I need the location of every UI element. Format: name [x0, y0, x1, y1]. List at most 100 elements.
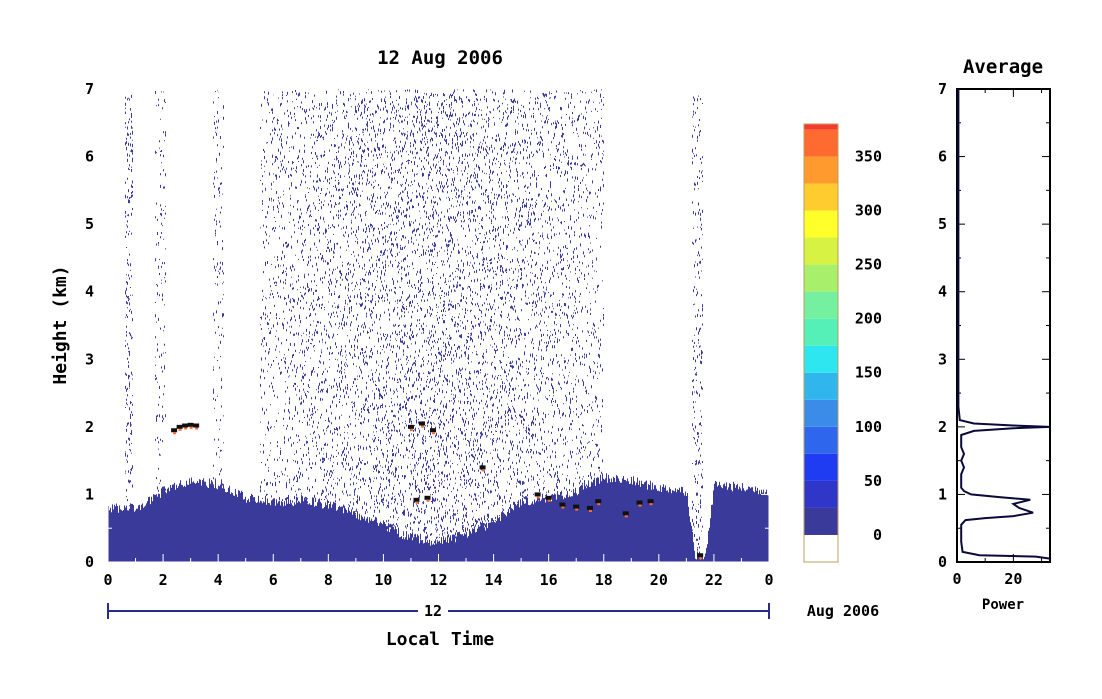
average-y-tick-label: 0	[938, 553, 947, 571]
colorbar-tick-label: 300	[855, 202, 882, 220]
strong-echo-core-16	[597, 503, 601, 506]
strong-echo-20	[697, 553, 704, 558]
date-bar-day: 12	[424, 602, 442, 620]
strong-echo-core-18	[638, 504, 642, 507]
colorbar-swatch-1	[804, 507, 838, 535]
main-x-tick-labels: 0 2 4 6 8 10 12 14 16 18 20 22 0	[103, 571, 773, 589]
main-x-axis-label: Local Time	[386, 629, 495, 650]
colorbar-swatch-13	[804, 183, 838, 211]
average-y-tick-label: 1	[938, 485, 947, 503]
main-x-tick-label: 2	[159, 571, 168, 589]
main-x-tick-label: 16	[540, 571, 558, 589]
colorbar-tick-label: 50	[864, 472, 882, 490]
colorbar-swatch-7	[804, 345, 838, 373]
strong-echo-10	[479, 465, 486, 470]
main-x-tick-label: 10	[374, 571, 392, 589]
main-chart-title: 12 Aug 2006	[377, 47, 503, 69]
main-y-tick-label: 4	[85, 283, 94, 301]
average-profile-panel: Average 0 20 0 1 2 3 4 5 6 7 Power	[938, 56, 1051, 613]
colorbar-swatch-10	[804, 264, 838, 292]
strong-echo-core-12	[547, 499, 551, 502]
strong-echo-5	[407, 424, 414, 429]
strong-echo-core-17	[624, 515, 628, 518]
colorbar-swatch-0	[804, 534, 838, 562]
strong-echo-16	[595, 499, 602, 504]
strong-echo-core-1	[178, 428, 182, 431]
strong-echo-core-8	[415, 501, 419, 504]
strong-echo-19	[647, 499, 654, 504]
main-y-tick-label: 6	[85, 148, 94, 166]
strong-echo-13	[559, 502, 566, 507]
strong-echo-core-0	[173, 432, 177, 435]
strong-echo-17	[622, 511, 629, 516]
main-x-tick-label: 20	[650, 571, 668, 589]
main-y-tick-label: 5	[85, 215, 94, 233]
average-y-tick-labels: 0 1 2 3 4 5 6 7	[938, 80, 947, 571]
colorbar-swatch-11	[804, 237, 838, 265]
strong-echo-14	[573, 504, 580, 509]
strong-echo-2	[182, 423, 189, 428]
strong-echo-core-2	[184, 427, 188, 430]
average-y-tick-label: 6	[938, 148, 947, 166]
average-y-tick-label: 3	[938, 350, 947, 368]
colorbar-swatch-14	[804, 156, 838, 184]
main-x-tick-label: 6	[269, 571, 278, 589]
main-x-tick-label: 8	[324, 571, 333, 589]
strong-echo-18	[636, 500, 643, 505]
colorbar-swatch-2	[804, 480, 838, 508]
strong-echo-core-10	[481, 469, 485, 472]
colorbar-swatch-8	[804, 318, 838, 346]
strong-echo-15	[586, 505, 593, 510]
main-x-tick-label: 22	[705, 571, 723, 589]
colorbar-swatch-3	[804, 453, 838, 481]
colorbar-swatches	[804, 124, 838, 562]
colorbar-swatch-15	[804, 129, 838, 157]
strong-echo-11	[534, 492, 541, 497]
strong-echo-core-15	[588, 509, 592, 512]
main-y-tick-label: 2	[85, 418, 94, 436]
strong-echo-core-11	[536, 496, 540, 499]
strong-echo-core-13	[561, 506, 565, 509]
boundary-layer-echo	[108, 89, 769, 562]
date-bar: 12 Aug 2006	[107, 601, 879, 621]
date-bar-month-year: Aug 2006	[807, 602, 879, 620]
main-x-tick-label: 18	[595, 571, 613, 589]
heatmap-cells	[108, 89, 769, 562]
average-power-line	[957, 89, 1050, 560]
strong-echo-core-19	[649, 503, 653, 506]
strong-echo-core-14	[575, 508, 579, 511]
average-x-axis-label: Power	[982, 597, 1024, 613]
strong-echo-0	[171, 428, 178, 433]
strong-echo-core-9	[426, 499, 430, 502]
average-y-tick-label: 2	[938, 418, 947, 436]
strong-echo-core-3	[189, 426, 193, 429]
strong-echo-core-20	[699, 557, 703, 560]
main-x-tick-label: 4	[214, 571, 223, 589]
colorbar-tick-label: 0	[873, 526, 882, 544]
strong-echo-core-5	[409, 428, 413, 431]
colorbar-swatch-5	[804, 399, 838, 427]
strong-echo-3	[187, 422, 194, 427]
strong-echo-8	[413, 497, 420, 502]
average-x-tick-labels: 0 20	[952, 570, 1022, 588]
colorbar-tick-label: 150	[855, 364, 882, 382]
colorbar-swatch-6	[804, 372, 838, 400]
main-y-tick-label: 0	[85, 553, 94, 571]
strong-echo-core-7	[431, 432, 435, 435]
colorbar-tick-label: 350	[855, 147, 882, 165]
colorbar-swatch-9	[804, 291, 838, 319]
main-x-tick-label: 0	[764, 571, 773, 589]
average-axis-ticks	[956, 88, 1050, 563]
average-x-tick-label: 20	[1004, 570, 1022, 588]
average-chart-title: Average	[963, 56, 1043, 78]
strong-echo-6	[418, 421, 425, 426]
average-plot-frame	[956, 88, 1051, 563]
strong-echo-9	[424, 495, 431, 500]
date-bar-day-background	[418, 601, 448, 621]
strong-echo-1	[176, 424, 183, 429]
main-x-tick-label: 12	[429, 571, 447, 589]
strong-echo-core-4	[195, 427, 199, 430]
strong-echo-12	[545, 495, 552, 500]
colorbar-tick-label: 200	[855, 310, 882, 328]
